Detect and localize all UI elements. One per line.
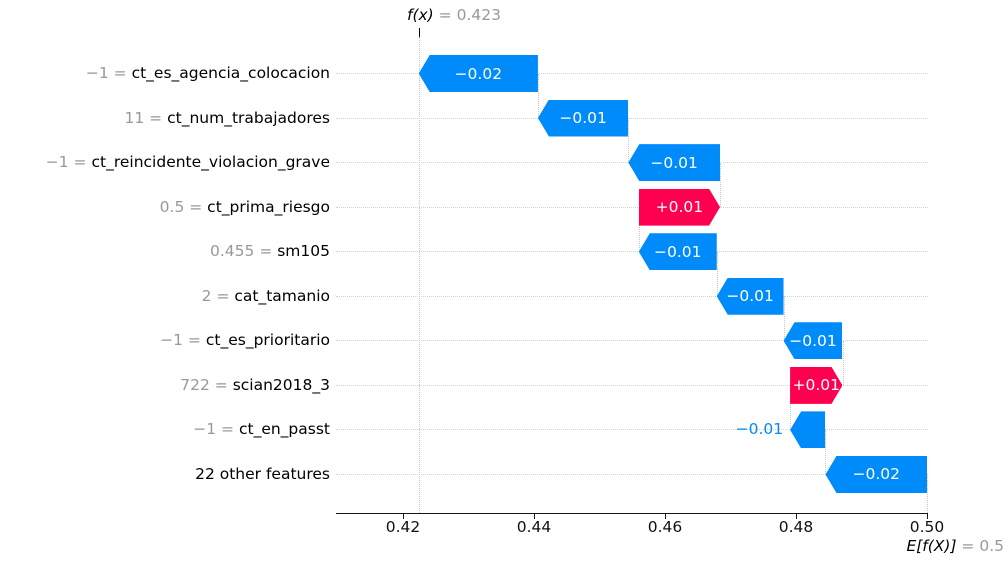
x-axis-tick <box>796 513 798 519</box>
waterfall-bar: −0.01 <box>638 233 717 271</box>
feature-name: ct_es_agencia_colocacion <box>131 64 330 82</box>
feature-label: −1 = ct_reincidente_violacion_grave <box>46 144 330 181</box>
feature-value: −1 = <box>85 64 132 82</box>
bar-value-label: −0.01 <box>789 331 837 350</box>
feature-label: 0.455 = sm105 <box>210 233 330 270</box>
fx-title: f(x) = 0.423 <box>407 6 501 24</box>
waterfall-bar: −0.02 <box>825 455 927 493</box>
bar-value-label: −0.01 <box>559 109 607 128</box>
feature-label: 722 = scian2018_3 <box>180 367 330 404</box>
bar-value-label: −0.01 <box>735 420 784 439</box>
bar-value-label: −0.01 <box>726 287 774 306</box>
feature-label: −1 = ct_es_agencia_colocacion <box>86 55 330 92</box>
bar-connector-line <box>927 474 928 513</box>
bar-connector-line <box>720 162 722 208</box>
row-gridline <box>336 384 928 386</box>
x-axis-tick <box>665 513 667 519</box>
row-gridline <box>336 473 928 475</box>
bar-connector-line <box>842 340 844 386</box>
feature-name: cat_tamanio <box>234 286 330 305</box>
waterfall-bar: −0.01 <box>783 322 843 360</box>
row-gridline <box>336 251 928 253</box>
bar-connector-line <box>537 73 539 119</box>
fx-title-function: f(x) <box>407 6 434 24</box>
waterfall-bar: −0.01 <box>537 99 629 137</box>
feature-value: 0.455 = <box>210 242 278 261</box>
x-axis-tick <box>534 513 536 519</box>
x-axis-line <box>336 513 928 515</box>
x-axis-tick-label: 0.44 <box>516 518 552 536</box>
x-axis-tick-label: 0.42 <box>385 518 421 536</box>
feature-label: 2 = cat_tamanio <box>202 278 330 315</box>
waterfall-bar: −0.02 <box>418 55 538 92</box>
bar-connector-line <box>628 118 630 163</box>
feature-name: scian2018_3 <box>232 375 330 394</box>
feature-label: 0.5 = ct_prima_riesgo <box>160 189 330 226</box>
feature-label: −1 = ct_es_prioritario <box>160 322 330 359</box>
bar-value-label: −0.02 <box>852 465 900 484</box>
waterfall-bar: −0.01 <box>628 144 720 182</box>
bar-connector-line <box>638 207 640 252</box>
x-axis-tick-label: 0.50 <box>909 518 945 536</box>
x-axis-tick-label: 0.46 <box>647 518 683 536</box>
x-axis-tick <box>927 513 929 519</box>
feature-value: 0.5 = <box>159 197 208 216</box>
feature-name: 22 other features <box>195 464 330 483</box>
row-gridline <box>336 206 928 208</box>
x-axis-tick <box>403 513 405 519</box>
expected-value-symbol: E[f(X)] <box>906 537 957 555</box>
feature-name: ct_num_trabajadores <box>167 108 330 127</box>
expected-value-label: E[f(X)] = 0.5 <box>906 537 1004 555</box>
feature-name: ct_en_passt <box>238 420 330 439</box>
feature-value: 11 = <box>124 108 168 127</box>
feature-value: 722 = <box>180 375 233 394</box>
expected-value-number: = 0.5 <box>956 537 1004 555</box>
waterfall-bar: +0.01 <box>639 189 720 226</box>
feature-label: 11 = ct_num_trabajadores <box>125 100 330 137</box>
bar-connector-line <box>825 429 827 475</box>
fx-tick-mark <box>418 28 421 37</box>
feature-label: 22 other features <box>195 456 330 493</box>
feature-value: −1 = <box>45 153 92 172</box>
bar-value-label: +0.01 <box>655 198 704 217</box>
row-gridline <box>336 295 928 297</box>
fx-guide-line <box>418 37 420 513</box>
feature-label: −1 = ct_en_passt <box>193 411 330 448</box>
row-gridline <box>336 73 928 74</box>
feature-name: ct_prima_riesgo <box>207 197 330 216</box>
waterfall-bar: −0.01 <box>716 277 784 315</box>
waterfall-bar: +0.01 <box>790 367 842 404</box>
waterfall-bar <box>790 411 826 449</box>
bar-connector-line <box>783 296 785 341</box>
bar-value-label: +0.01 <box>792 376 841 395</box>
x-axis-tick-label: 0.48 <box>778 518 814 536</box>
bar-value-label: −0.01 <box>654 242 702 261</box>
fx-title-value: = 0.423 <box>433 6 501 24</box>
feature-name: sm105 <box>277 242 330 261</box>
feature-name: ct_reincidente_violacion_grave <box>91 153 330 172</box>
row-gridline <box>336 429 928 431</box>
feature-value: −1 = <box>160 331 206 350</box>
feature-value: 2 = <box>201 286 235 305</box>
feature-value: −1 = <box>193 420 239 439</box>
row-gridline <box>336 117 928 119</box>
bar-connector-line <box>716 251 718 297</box>
row-gridline <box>336 340 928 342</box>
bar-connector-line <box>790 385 792 430</box>
bar-value-label: −0.01 <box>650 153 698 172</box>
bar-value-label: −0.02 <box>454 64 503 83</box>
feature-name: ct_es_prioritario <box>205 331 330 350</box>
